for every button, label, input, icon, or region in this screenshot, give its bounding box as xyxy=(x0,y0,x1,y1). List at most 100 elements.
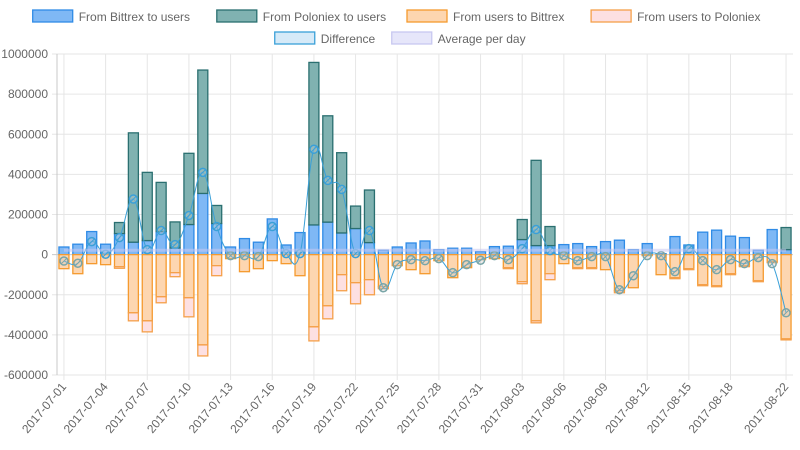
bar-from-users-to-poloniex xyxy=(516,281,528,285)
bar-from-users-to-bittrex xyxy=(197,253,209,346)
point-difference xyxy=(392,259,402,270)
bar-from-bittrex-to-users xyxy=(363,241,376,256)
bar-from-bittrex-to-users xyxy=(127,241,140,256)
bar-from-bittrex-to-users xyxy=(738,236,751,256)
bar-from-poloniex-to-users xyxy=(183,152,195,226)
bar-from-users-to-poloniex xyxy=(613,290,626,294)
point-difference xyxy=(559,250,569,261)
point-difference xyxy=(59,256,69,266)
legend-label: Difference xyxy=(321,32,376,46)
legend-label: From Bittrex to users xyxy=(79,10,190,24)
bar-from-poloniex-to-users xyxy=(530,159,542,247)
point-difference xyxy=(503,254,514,265)
bar-from-users-to-bittrex xyxy=(211,253,223,267)
point-difference xyxy=(378,282,389,293)
bar-from-users-to-poloniex xyxy=(113,266,126,269)
bar-from-users-to-bittrex xyxy=(544,253,556,275)
y-tick-label: -600000 xyxy=(4,368,48,382)
bar-from-users-to-poloniex xyxy=(683,268,695,271)
y-tick-label: 800000 xyxy=(8,87,48,101)
legend-item-difference[interactable]: Difference xyxy=(274,31,376,46)
bar-from-users-to-poloniex xyxy=(572,267,584,270)
x-axis: 2017-07-012017-07-042017-07-072017-07-10… xyxy=(19,380,792,436)
bar-from-users-to-bittrex xyxy=(252,253,265,270)
legend-label: From users to Poloniex xyxy=(637,10,760,24)
bar-from-users-to-poloniex xyxy=(697,284,709,287)
bar-from-poloniex-to-users xyxy=(127,132,140,243)
bar-from-users-to-bittrex xyxy=(322,253,334,307)
point-difference xyxy=(420,255,430,266)
bar-from-users-to-bittrex xyxy=(169,253,181,274)
bar-from-users-to-bittrex xyxy=(655,253,667,276)
bar-from-users-to-poloniex xyxy=(155,296,167,304)
bar-from-users-to-bittrex xyxy=(447,253,459,279)
legend-swatch xyxy=(32,9,74,23)
bar-from-poloniex-to-users xyxy=(308,61,320,226)
bar-from-users-to-poloniex xyxy=(669,277,681,280)
bar-from-users-to-poloniex xyxy=(183,297,195,318)
legend-label: From users to Bittrex xyxy=(453,10,564,24)
bar-from-users-to-bittrex xyxy=(308,253,320,328)
bar-from-users-to-bittrex xyxy=(530,253,542,322)
bar-from-users-to-bittrex xyxy=(127,253,140,314)
legend-label: Average per day xyxy=(438,32,526,46)
bar-from-users-to-bittrex xyxy=(224,253,237,260)
point-difference xyxy=(753,252,764,263)
bar-from-users-to-poloniex xyxy=(336,274,348,292)
y-tick-label: 400000 xyxy=(8,167,48,181)
legend: From Bittrex to users From Poloniex to us… xyxy=(32,9,760,46)
x-tick-label: 2017-08-22 xyxy=(741,380,791,436)
legend-item-from-users-to-bittrex[interactable]: From users to Bittrex xyxy=(406,9,564,24)
point-difference xyxy=(531,224,541,235)
point-difference xyxy=(448,267,458,278)
bar-from-poloniex-to-users xyxy=(155,181,167,233)
bar-from-users-to-poloniex xyxy=(169,272,181,278)
bar-from-bittrex-to-users xyxy=(613,239,626,256)
bar-from-bittrex-to-users xyxy=(197,192,209,256)
point-difference xyxy=(86,236,97,247)
point-difference xyxy=(114,232,125,243)
bar-from-users-to-bittrex xyxy=(141,253,153,322)
bar-from-users-to-poloniex xyxy=(322,305,334,320)
point-difference xyxy=(309,144,319,155)
point-difference xyxy=(781,308,791,318)
bar-from-poloniex-to-users xyxy=(363,189,376,244)
point-difference xyxy=(656,250,666,261)
legend-item-from-poloniex-to-users[interactable]: From Poloniex to users xyxy=(216,9,386,24)
point-difference xyxy=(489,250,500,261)
bar-from-users-to-poloniex xyxy=(710,285,723,288)
bar-from-poloniex-to-users xyxy=(544,225,556,247)
legend-item-average-per-day[interactable]: Average per day xyxy=(391,31,526,46)
y-tick-label: 1000000 xyxy=(1,47,48,61)
bar-from-poloniex-to-users xyxy=(349,205,362,230)
bar-from-poloniex-to-users xyxy=(322,115,334,223)
bar-from-users-to-bittrex xyxy=(363,253,376,281)
y-tick-label: 0 xyxy=(41,248,48,262)
point-difference xyxy=(614,284,625,295)
point-difference xyxy=(739,258,750,269)
legend-swatch xyxy=(590,9,632,23)
bar-from-users-to-poloniex xyxy=(738,265,751,268)
bar-from-users-to-bittrex xyxy=(683,253,695,270)
y-tick-label: -400000 xyxy=(4,328,48,342)
legend-item-from-users-to-poloniex[interactable]: From users to Poloniex xyxy=(590,9,760,24)
point-difference xyxy=(184,210,194,221)
bar-from-users-to-bittrex xyxy=(113,253,126,268)
bar-from-users-to-poloniex xyxy=(141,320,153,333)
bars xyxy=(58,61,792,357)
y-tick-label: 200000 xyxy=(8,208,48,222)
legend-item-from-bittrex-to-users[interactable]: From Bittrex to users xyxy=(32,9,190,24)
point-difference xyxy=(225,250,236,261)
point-difference xyxy=(406,254,416,265)
bar-from-users-to-poloniex xyxy=(308,326,320,342)
bar-from-users-to-poloniex xyxy=(752,280,764,283)
bar-from-users-to-bittrex xyxy=(377,253,389,288)
bar-from-poloniex-to-users xyxy=(516,218,528,241)
bar-from-poloniex-to-users xyxy=(197,69,209,195)
bar-from-users-to-poloniex xyxy=(502,267,514,270)
bar-from-users-to-poloniex xyxy=(349,282,362,305)
bar-from-users-to-bittrex xyxy=(183,253,195,299)
point-difference xyxy=(461,259,472,270)
bar-from-bittrex-to-users xyxy=(419,240,431,256)
